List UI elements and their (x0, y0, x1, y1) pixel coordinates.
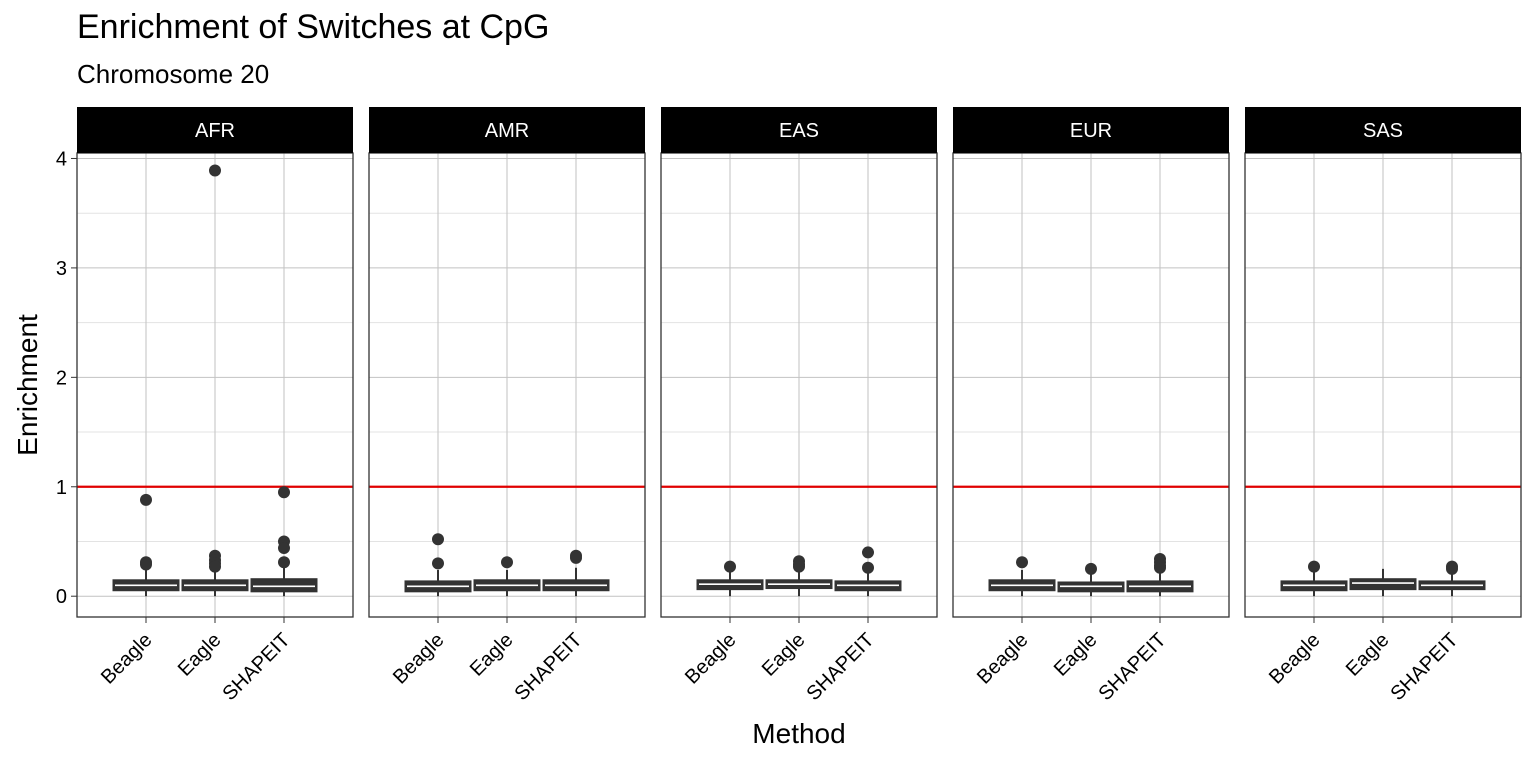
x-tick-label: Eagle (758, 629, 810, 681)
outlier-point (1308, 560, 1320, 573)
y-tick-label: 2 (56, 367, 67, 389)
y-tick-label: 1 (56, 477, 67, 499)
facet-strip (1245, 107, 1521, 153)
facet-strip-label: SAS (1363, 120, 1403, 142)
x-tick-label: SHAPEIT (1386, 629, 1462, 705)
x-axis-label: Method (752, 718, 846, 749)
outlier-point (1446, 562, 1458, 575)
x-tick-label: Eagle (1050, 629, 1102, 681)
facet-strip (953, 107, 1229, 153)
facet-strip (661, 107, 937, 153)
x-tick-label: Beagle (389, 629, 449, 689)
outlier-point (278, 556, 290, 569)
chart-subtitle: Chromosome 20 (77, 59, 270, 89)
y-tick-label: 4 (56, 148, 67, 170)
y-tick-label: 3 (56, 258, 67, 280)
box (250, 578, 318, 593)
outlier-point (432, 533, 444, 546)
chart-title: Enrichment of Switches at CpG (77, 8, 550, 46)
outlier-point (209, 164, 221, 177)
facet-strip (77, 107, 353, 153)
outlier-point (570, 551, 582, 564)
outlier-point (278, 486, 290, 499)
facet-strip-label: EUR (1070, 120, 1112, 142)
x-tick-label: SHAPEIT (510, 629, 586, 705)
outlier-point (140, 493, 152, 506)
y-tick-label: 0 (56, 586, 67, 608)
outlier-point (501, 556, 513, 569)
outlier-point (724, 560, 736, 573)
facet-strip-label: EAS (779, 120, 819, 142)
outlier-point (862, 561, 874, 574)
x-tick-label: Beagle (97, 629, 157, 689)
x-tick-label: SHAPEIT (1094, 629, 1170, 705)
outlier-point (209, 560, 221, 573)
outlier-point (1154, 561, 1166, 574)
box (1349, 578, 1417, 591)
x-tick-label: Beagle (681, 629, 741, 689)
x-tick-label: SHAPEIT (802, 629, 878, 705)
outlier-point (140, 558, 152, 571)
outlier-point (1085, 562, 1097, 575)
x-tick-label: Beagle (973, 629, 1033, 689)
facet-strip-label: AFR (195, 120, 235, 142)
outlier-point (793, 560, 805, 573)
x-tick-label: Eagle (1342, 629, 1394, 681)
x-tick-label: Eagle (174, 629, 226, 681)
outlier-point (1016, 556, 1028, 569)
outlier-point (278, 542, 290, 555)
outlier-point (432, 557, 444, 570)
x-tick-label: Eagle (466, 629, 518, 681)
facet-strip-label: AMR (485, 120, 529, 142)
x-tick-label: SHAPEIT (218, 629, 294, 705)
facet-strip (369, 107, 645, 153)
outlier-point (862, 546, 874, 559)
x-tick-label: Beagle (1265, 629, 1325, 689)
